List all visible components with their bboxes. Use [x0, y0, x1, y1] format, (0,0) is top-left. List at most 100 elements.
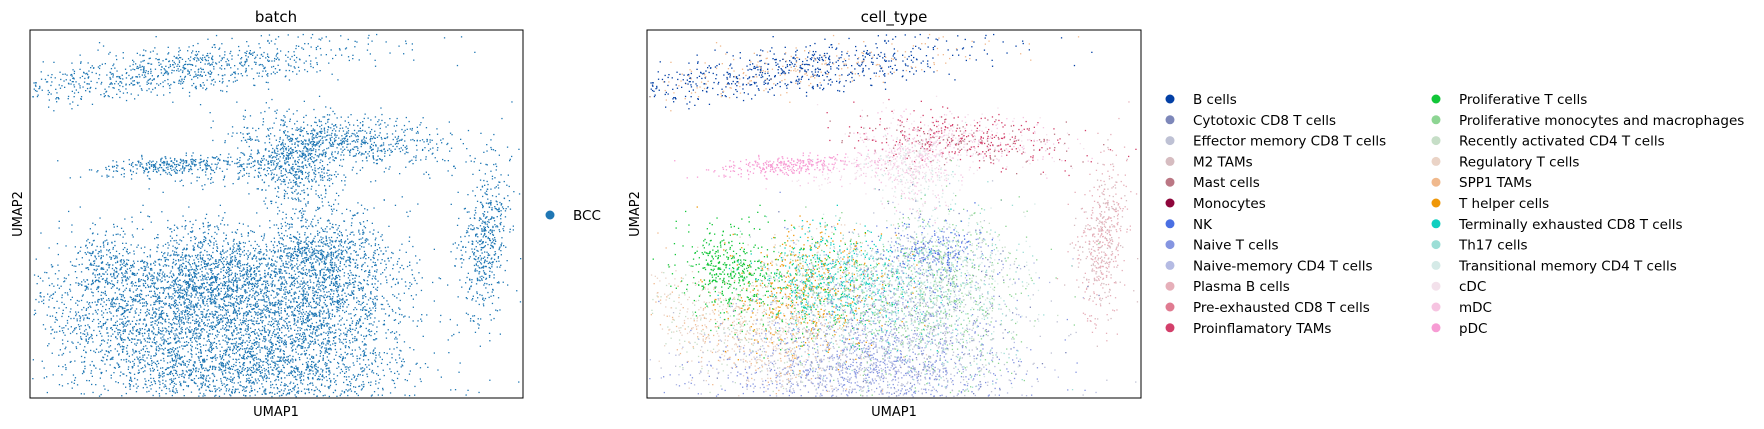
data-point [158, 316, 160, 318]
data-point [284, 193, 286, 195]
data-point [110, 287, 113, 289]
data-point [173, 364, 175, 366]
data-point [139, 280, 141, 282]
data-point [102, 241, 105, 243]
data-point [185, 160, 188, 163]
data-point [191, 288, 194, 291]
data-point [293, 387, 295, 389]
data-point [191, 341, 193, 343]
data-point [307, 178, 309, 180]
data-point [504, 216, 507, 218]
data-point [249, 347, 251, 349]
data-point [489, 340, 491, 342]
data-point [71, 296, 73, 298]
data-point [110, 304, 112, 306]
data-point [203, 322, 205, 324]
data-point [92, 292, 94, 294]
data-point [123, 329, 125, 331]
data-point [89, 327, 91, 329]
data-point [243, 126, 245, 128]
data-point [48, 99, 50, 101]
data-point [173, 317, 175, 319]
data-point [80, 355, 83, 358]
data-point [160, 281, 162, 283]
data-point [221, 74, 223, 77]
data-point [465, 246, 467, 248]
data-point [278, 210, 281, 212]
data-point [104, 240, 106, 242]
data-point [450, 251, 452, 253]
data-point [211, 55, 214, 57]
data-point [139, 293, 141, 295]
data-point [165, 380, 167, 382]
data-point [283, 132, 285, 134]
data-point [318, 38, 320, 40]
data-point [179, 274, 181, 276]
data-point [100, 275, 102, 277]
data-point [322, 152, 325, 154]
data-point [228, 284, 230, 286]
data-point [462, 245, 464, 248]
data-point [483, 221, 485, 223]
data-point [282, 157, 284, 159]
data-point [400, 139, 403, 141]
data-point [178, 60, 181, 62]
data-point [178, 358, 181, 360]
data-point [484, 173, 486, 175]
data-point [86, 279, 89, 281]
data-point [164, 279, 166, 281]
data-point [491, 229, 493, 231]
data-point [163, 288, 165, 290]
data-point [158, 302, 161, 305]
data-point [271, 127, 274, 129]
data-point [240, 164, 242, 166]
data-point [184, 67, 187, 70]
data-point [344, 180, 346, 182]
data-point [490, 200, 492, 202]
data-point [478, 219, 480, 222]
data-point [325, 122, 327, 125]
data-point [253, 176, 256, 178]
data-point [221, 43, 223, 45]
data-point [286, 110, 288, 112]
data-point [163, 360, 165, 362]
data-point [485, 273, 487, 275]
data-point [181, 172, 184, 174]
data-point [228, 63, 230, 65]
data-point [271, 172, 273, 174]
data-point [115, 321, 117, 324]
data-point [125, 72, 127, 75]
data-point [130, 264, 132, 267]
data-point [271, 179, 273, 181]
data-point [117, 298, 119, 300]
data-point [77, 311, 80, 313]
data-point [222, 372, 224, 375]
data-point [195, 75, 197, 77]
data-point [188, 331, 190, 333]
data-point [81, 309, 83, 311]
data-point [458, 244, 460, 246]
data-point [184, 167, 186, 169]
data-point [236, 162, 238, 164]
data-point [53, 110, 55, 112]
data-point [376, 159, 379, 161]
data-point [52, 293, 55, 295]
data-point [154, 381, 156, 383]
data-point [299, 210, 301, 212]
data-point [304, 159, 307, 161]
data-point [177, 283, 180, 286]
data-point [71, 62, 73, 64]
data-point [262, 55, 264, 57]
data-point [353, 129, 356, 132]
data-point [108, 298, 110, 300]
data-point [183, 322, 185, 324]
data-point [173, 350, 175, 352]
data-point [77, 282, 79, 284]
data-point [295, 174, 297, 176]
data-point [308, 163, 310, 165]
data-point [208, 62, 210, 64]
data-point [306, 148, 309, 150]
data-point [315, 181, 317, 183]
data-point [342, 146, 344, 148]
data-point [195, 367, 197, 369]
